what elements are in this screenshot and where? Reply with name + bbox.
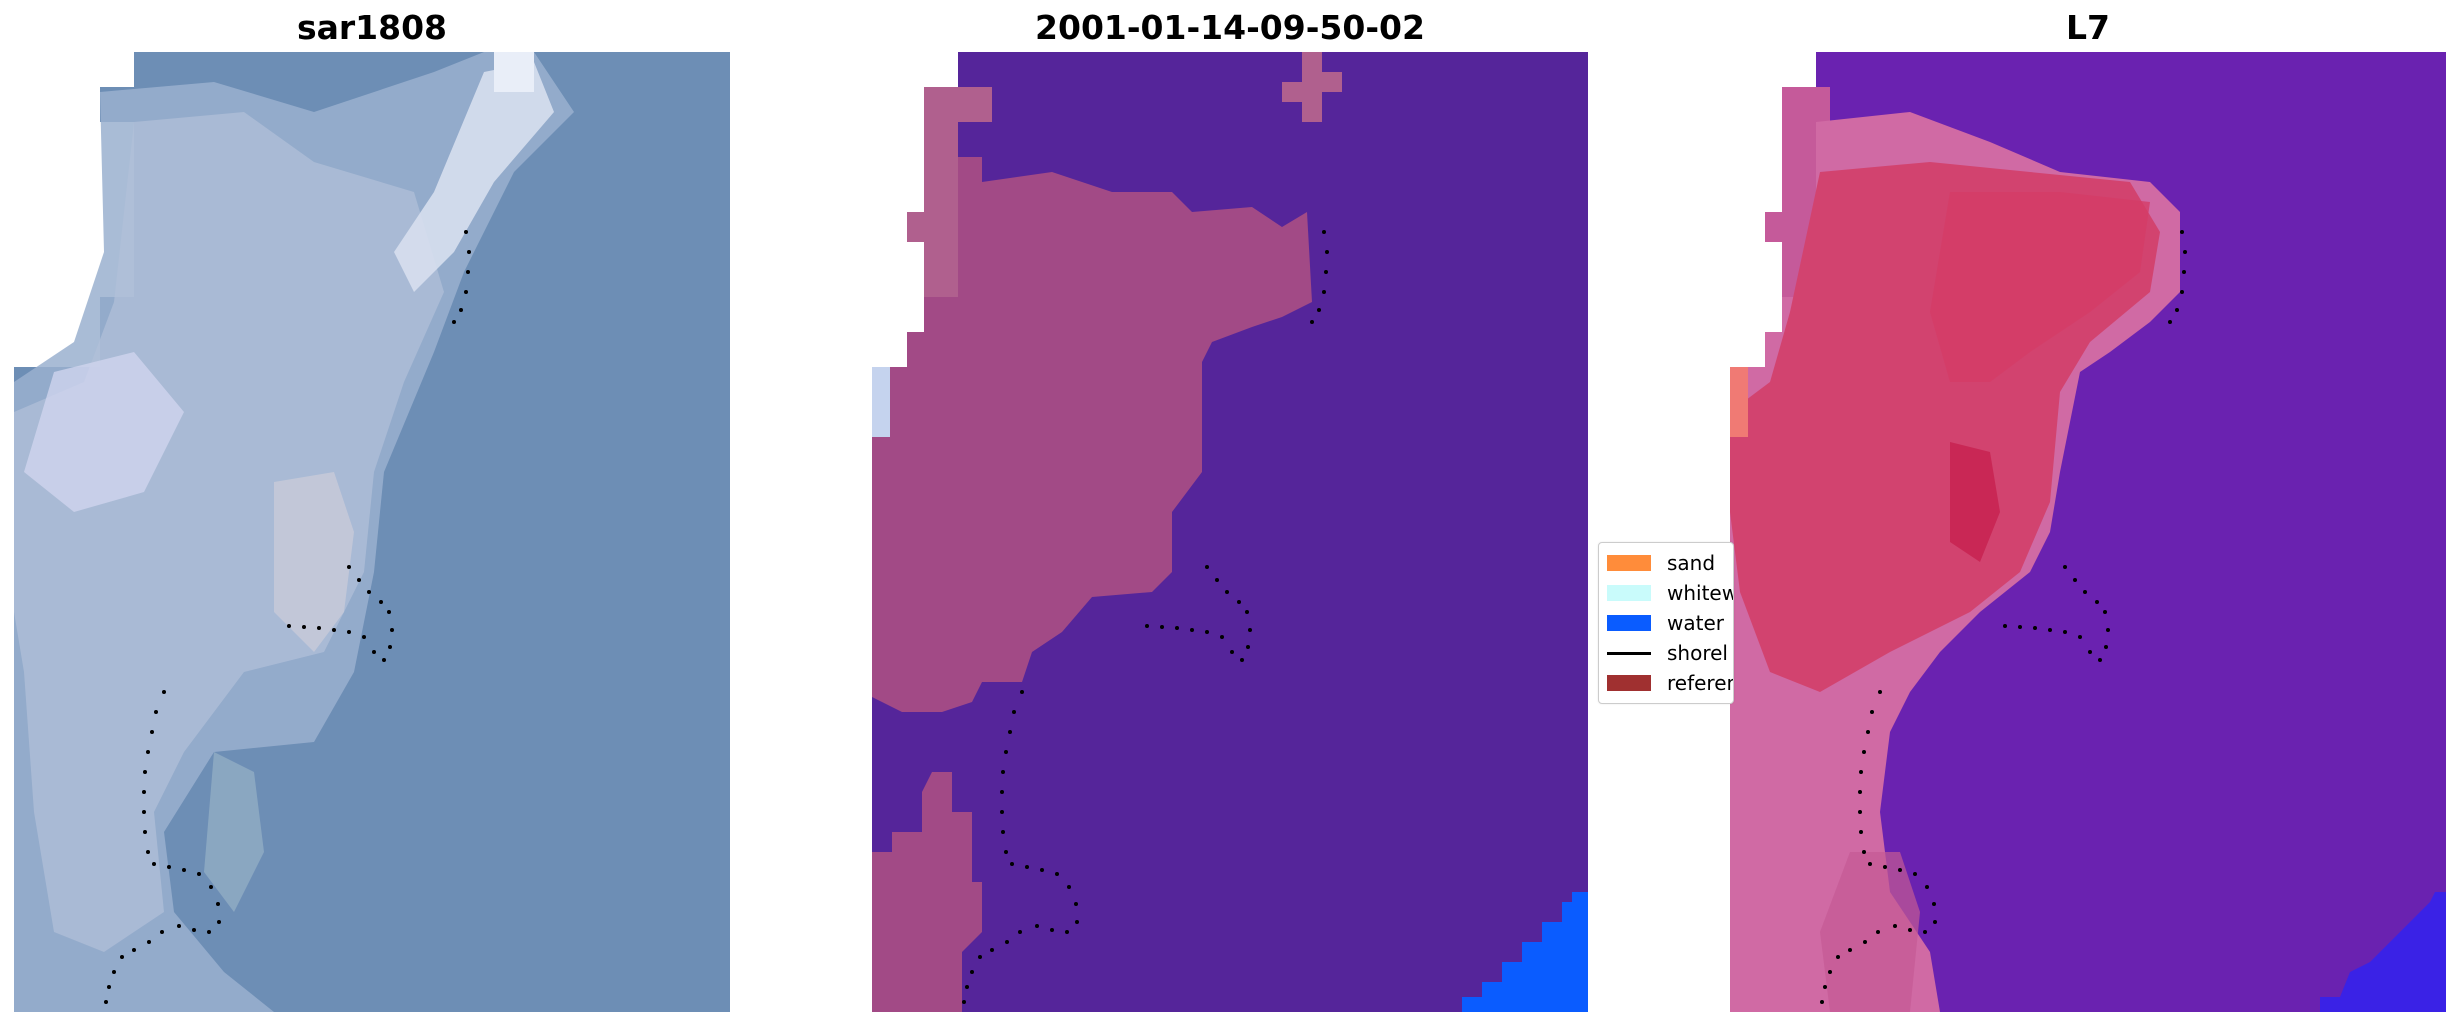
- sand-swatch: [1607, 555, 1651, 571]
- panel-title-sar1808: sar1808: [296, 8, 448, 47]
- reference-shoreline-dots: [962, 230, 1329, 1004]
- legend-item-shoreline: shorel: [1607, 639, 1728, 667]
- legend-item-water: water: [1607, 609, 1724, 637]
- legend-item-reference: referen: [1607, 669, 1734, 697]
- legend-label-water: water: [1667, 611, 1724, 635]
- panel-title-date: 2001-01-14-09-50-02: [1035, 8, 1425, 47]
- water-swatch: [1607, 615, 1651, 631]
- legend-item-sand: sand: [1607, 549, 1715, 577]
- panel-title-l7: L7: [2066, 8, 2110, 47]
- legend-label-reference: referen: [1667, 671, 1734, 695]
- l7-image: [1730, 52, 2446, 1012]
- classified-image: [872, 52, 1588, 1012]
- sar-image: [14, 52, 730, 1012]
- reference-shoreline-dots: [1820, 230, 2187, 1004]
- legend: sand whitew water shorel referen: [1598, 542, 1734, 704]
- sar-image-panel: [14, 52, 730, 1012]
- shoreline-line-swatch: [1607, 651, 1651, 655]
- legend-label-sand: sand: [1667, 551, 1716, 575]
- legend-label-whitewater: whitew: [1667, 581, 1734, 605]
- legend-item-whitewater: whitew: [1607, 579, 1734, 607]
- whitewater-swatch: [1607, 585, 1651, 601]
- classified-image-panel: [872, 52, 1588, 1012]
- l7-image-panel: [1730, 52, 2446, 1012]
- legend-label-shoreline: shorel: [1667, 641, 1728, 665]
- reference-swatch: [1607, 675, 1651, 691]
- reference-shoreline-dots: [104, 230, 471, 1004]
